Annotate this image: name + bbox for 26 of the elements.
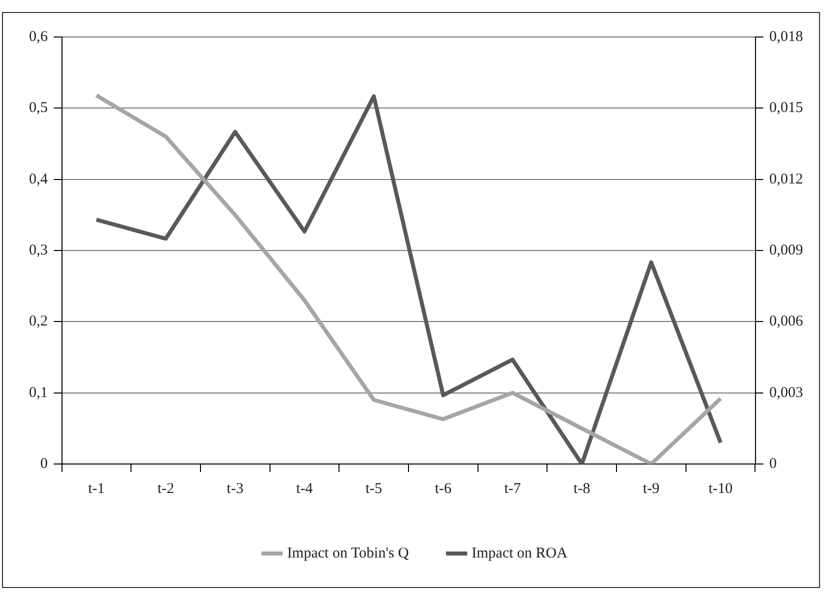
y-tick-label: 0,6 (29, 28, 48, 45)
x-tick-label: t-7 (504, 480, 522, 497)
y2-tick-label: 0,006 (769, 314, 804, 330)
y-tick-label: 0,1 (29, 384, 48, 401)
y-tick-label: 0,4 (29, 171, 48, 188)
x-tick-label: t-9 (642, 480, 660, 497)
legend-label: Impact on ROA (472, 545, 568, 562)
y2-tick-label: 0,003 (769, 384, 803, 401)
y2-tick-label: 0,009 (769, 242, 803, 258)
y-tick-label: 0,5 (29, 100, 48, 116)
y-tick-label: 0,2 (29, 314, 48, 330)
y-tick-label: 0,3 (29, 242, 48, 258)
x-tick-label: t-6 (434, 480, 452, 497)
x-tick-label: t-8 (574, 480, 590, 497)
x-tick-label: t-1 (88, 480, 105, 497)
x-tick-label: t-5 (365, 480, 382, 497)
y2-tick-label: 0,018 (769, 28, 803, 45)
legend-label: Impact on Tobin's Q (287, 545, 410, 562)
x-tick-label: t-10 (708, 480, 733, 497)
y2-tick-label: 0,012 (769, 171, 803, 188)
x-tick-label: t-4 (296, 480, 314, 497)
y2-tick-label: 0,015 (769, 100, 803, 116)
y-tick-label: 0 (40, 456, 48, 472)
x-tick-label: t-3 (226, 480, 244, 497)
y2-tick-label: 0 (769, 456, 777, 472)
x-tick-label: t-2 (157, 480, 174, 497)
